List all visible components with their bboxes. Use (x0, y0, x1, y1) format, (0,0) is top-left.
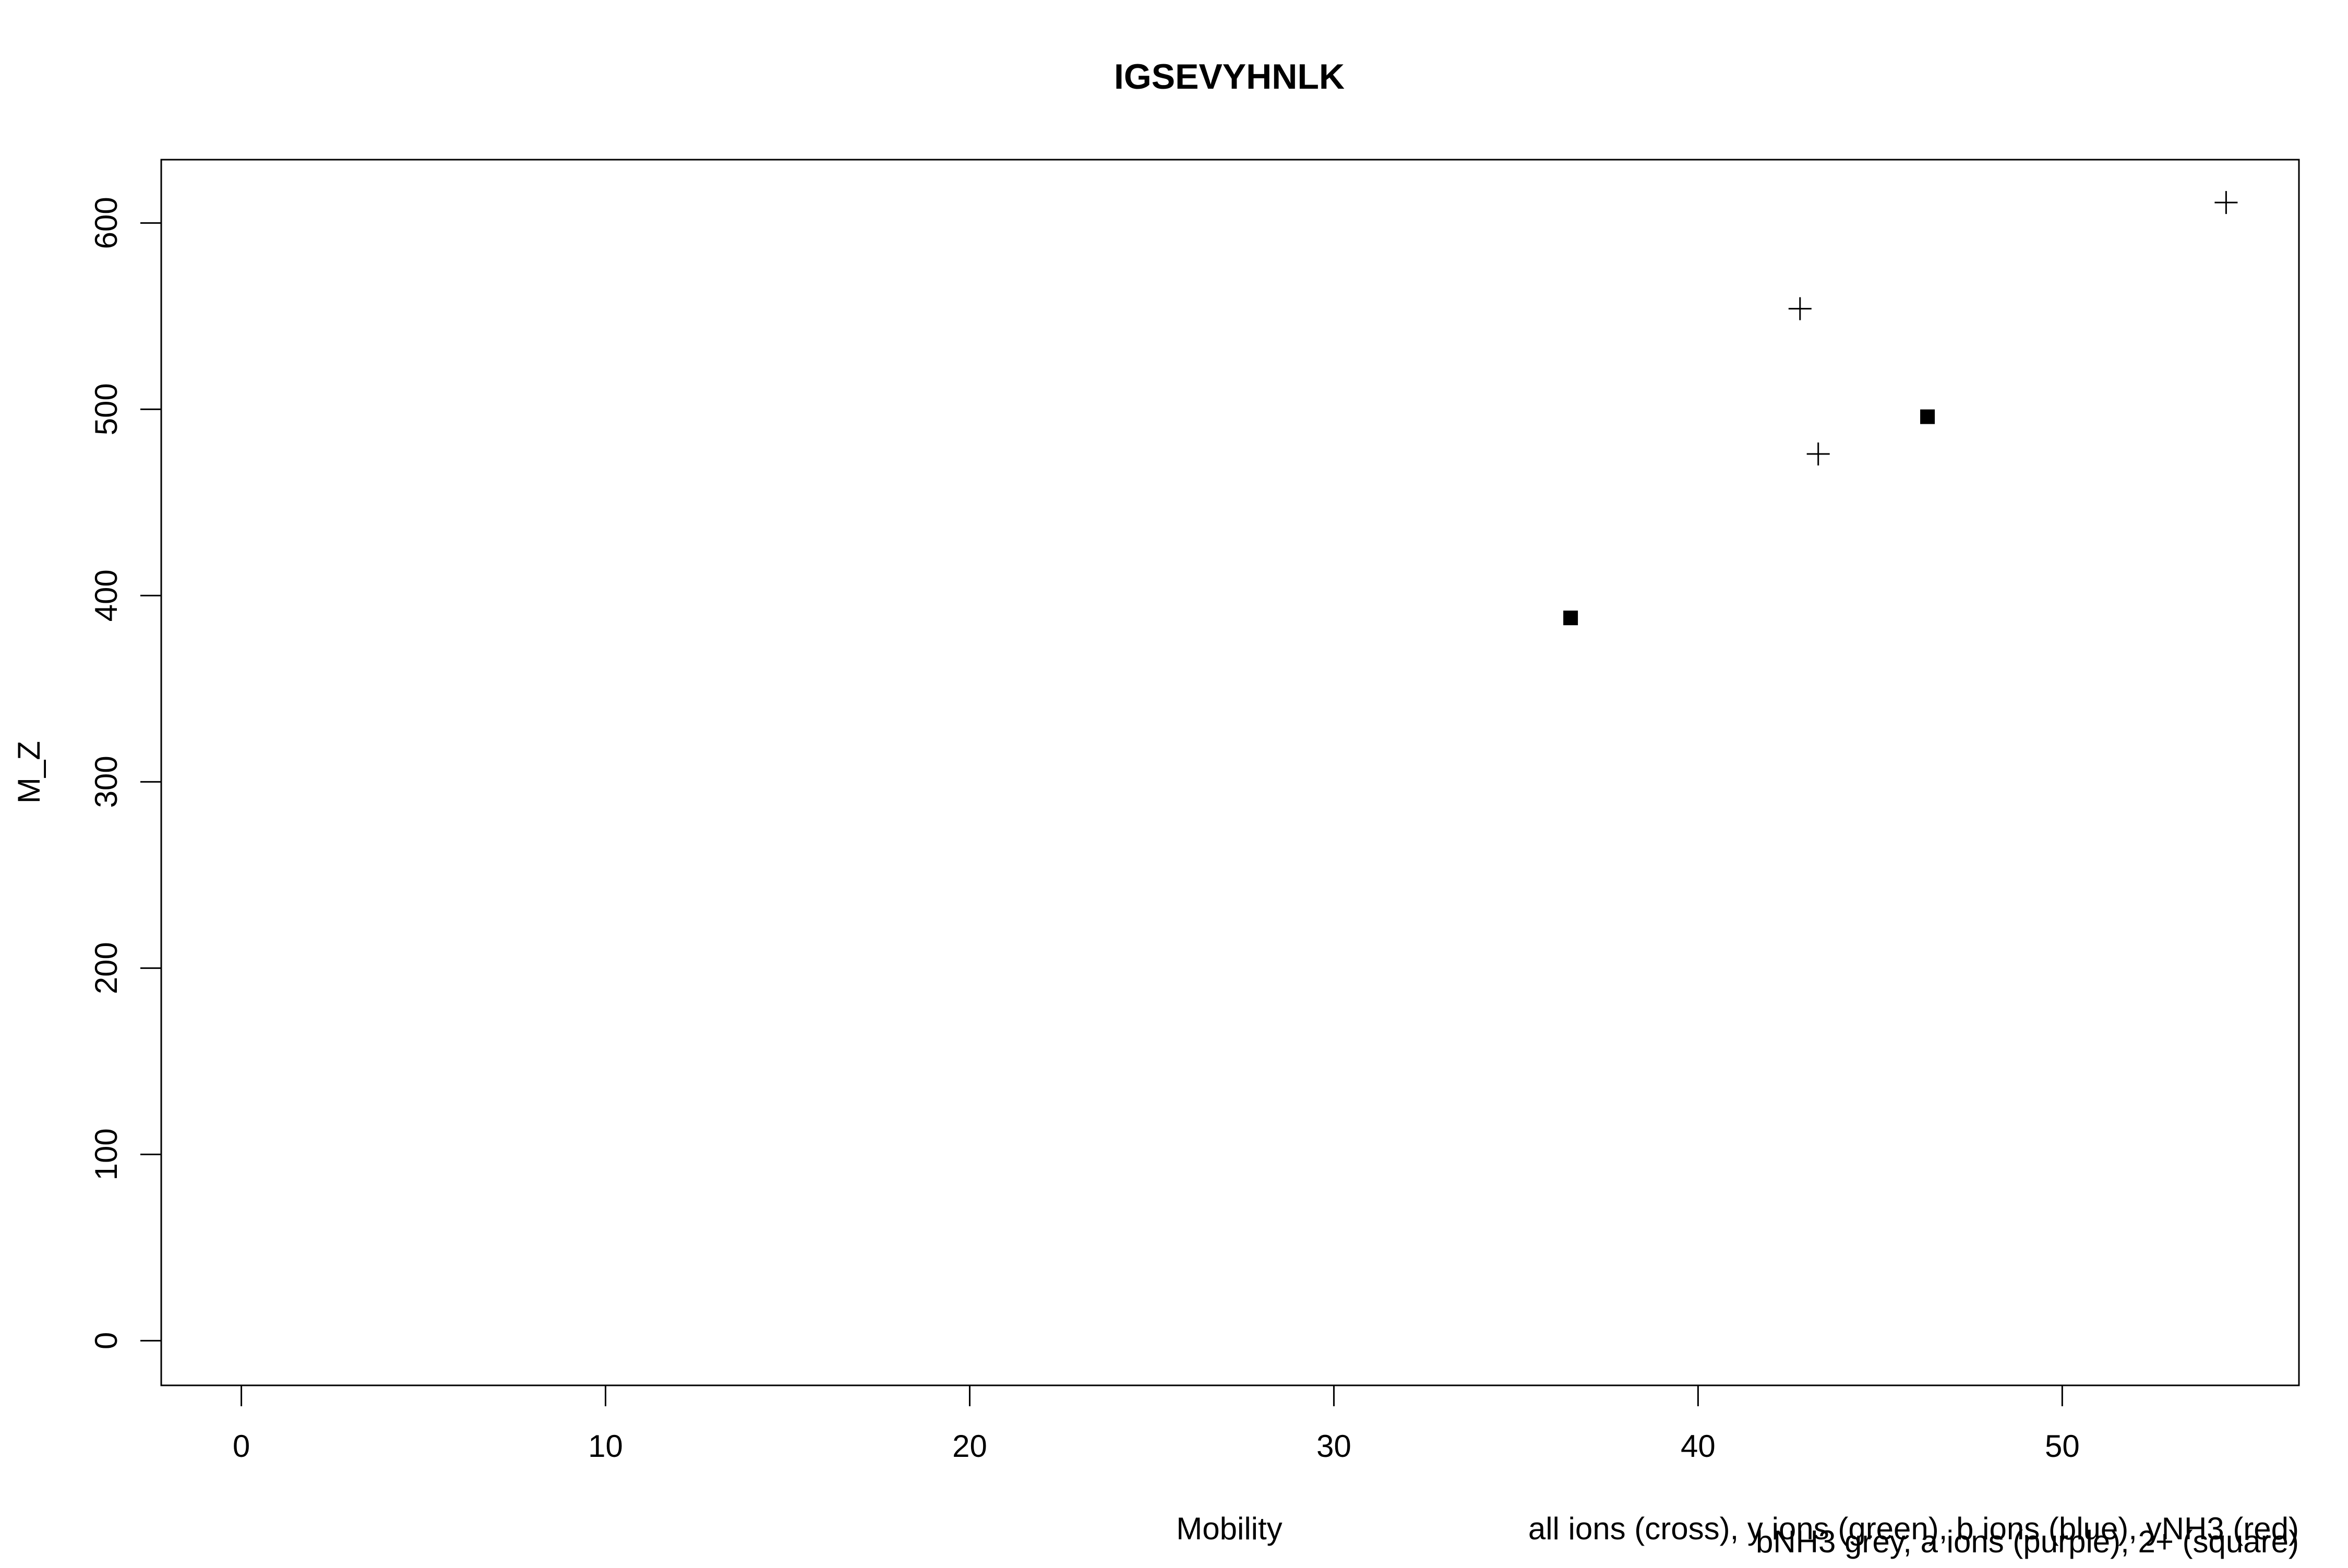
y-tick-label: 400 (89, 569, 124, 621)
x-tick-label: 10 (588, 1429, 623, 1464)
y-tick-label: 300 (89, 756, 124, 808)
x-tick-label: 0 (233, 1429, 250, 1464)
chart-title: IGSEVYHNLK (1114, 57, 1345, 97)
x-axis-label: Mobility (1176, 1511, 1282, 1546)
x-axis: 0 10 20 30 40 50 (233, 1384, 2080, 1464)
y-tick-label: 600 (89, 197, 124, 249)
y-axis: 0 100 200 300 400 500 600 (89, 197, 162, 1349)
y-tick-label: 500 (89, 383, 124, 435)
y-tick-label: 0 (89, 1332, 124, 1349)
x-tick-label: 20 (952, 1429, 987, 1464)
plot-frame (160, 159, 2300, 1386)
y-tick-label: 100 (89, 1128, 124, 1180)
cross-point (2214, 191, 2238, 214)
x-tick-label: 50 (2045, 1429, 2080, 1464)
x-tick-label: 40 (1681, 1429, 1716, 1464)
data-points (1563, 191, 2238, 626)
square-point (1563, 611, 1578, 626)
legend-note-1: all ions (cross), y ions (green), b ions… (1528, 1511, 2299, 1546)
square-point (1920, 409, 1935, 424)
cross-point (1788, 297, 1812, 320)
x-tick-label: 30 (1316, 1429, 1351, 1464)
cross-point (1806, 442, 1830, 466)
y-axis-label: M_Z (11, 741, 46, 804)
legend-note-2: bNH3 grey, a ions (purple), 2+ (square) (1756, 1524, 2299, 1559)
y-tick-label: 200 (89, 942, 124, 994)
